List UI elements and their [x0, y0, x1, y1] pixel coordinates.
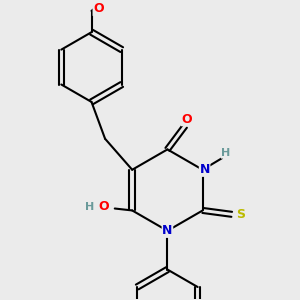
Text: O: O	[93, 2, 104, 15]
Text: O: O	[99, 200, 109, 213]
Text: O: O	[182, 113, 192, 126]
Text: H: H	[221, 148, 231, 158]
Text: S: S	[236, 208, 245, 221]
Text: H: H	[85, 202, 94, 212]
Text: N: N	[200, 163, 210, 176]
Text: N: N	[162, 224, 172, 237]
